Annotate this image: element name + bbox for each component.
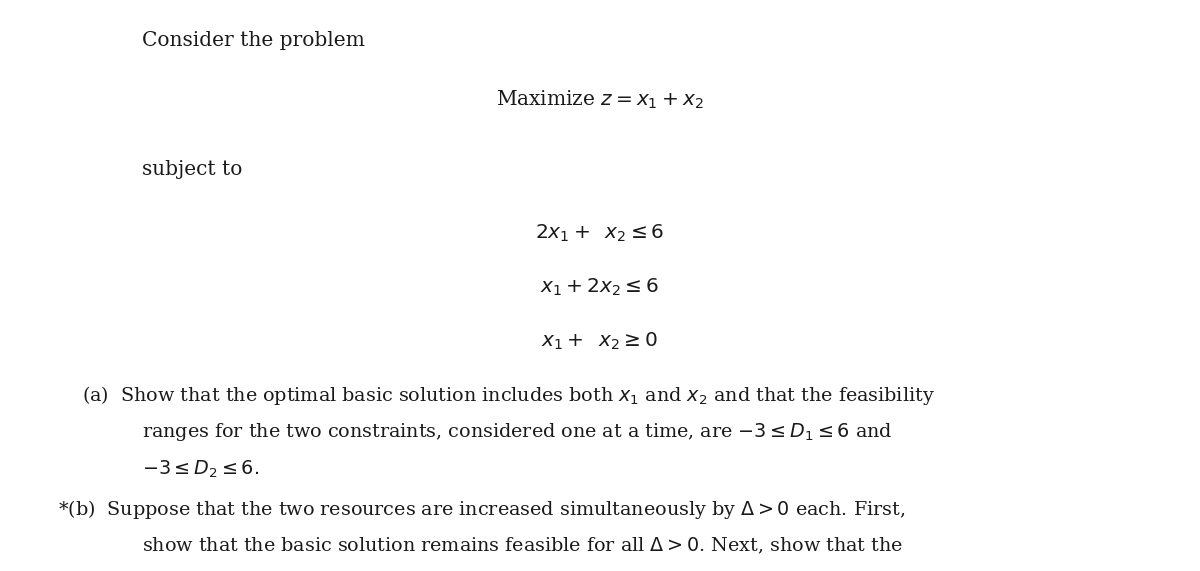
Text: $x_1 + 2x_2 \leq 6$: $x_1 + 2x_2 \leq 6$ xyxy=(540,277,660,298)
Text: subject to: subject to xyxy=(142,160,242,179)
Text: $2x_1 + \;\; x_2 \leq 6$: $2x_1 + \;\; x_2 \leq 6$ xyxy=(535,223,665,244)
Text: *(b)  Suppose that the two resources are increased simultaneously by $\Delta > 0: *(b) Suppose that the two resources are … xyxy=(58,498,905,521)
Text: $-3 \leq D_2 \leq 6.$: $-3 \leq D_2 \leq 6.$ xyxy=(142,459,259,480)
Text: show that the basic solution remains feasible for all $\Delta > 0$. Next, show t: show that the basic solution remains fea… xyxy=(142,536,902,556)
Text: Consider the problem: Consider the problem xyxy=(142,31,365,50)
Text: (a)  Show that the optimal basic solution includes both $x_1$ and $x_2$ and that: (a) Show that the optimal basic solution… xyxy=(82,384,935,407)
Text: Maximize $z = x_1 + x_2$: Maximize $z = x_1 + x_2$ xyxy=(496,89,704,111)
Text: ranges for the two constraints, considered one at a time, are $-3 \leq D_1 \leq : ranges for the two constraints, consider… xyxy=(142,421,892,444)
Text: $x_1 + \;\; x_2 \geq 0$: $x_1 + \;\; x_2 \geq 0$ xyxy=(541,331,659,352)
